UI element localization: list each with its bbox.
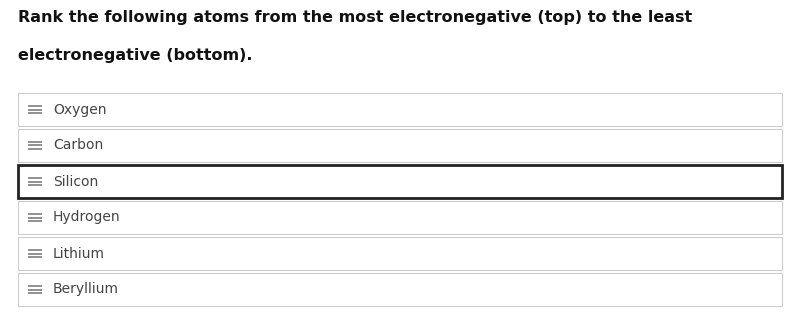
Text: Rank the following atoms from the most electronegative (top) to the least: Rank the following atoms from the most e… — [18, 10, 692, 25]
Text: Carbon: Carbon — [53, 139, 103, 153]
FancyBboxPatch shape — [18, 237, 782, 270]
Text: Beryllium: Beryllium — [53, 283, 119, 297]
FancyBboxPatch shape — [18, 201, 782, 234]
FancyBboxPatch shape — [18, 129, 782, 162]
Text: Hydrogen: Hydrogen — [53, 211, 121, 225]
FancyBboxPatch shape — [18, 165, 782, 198]
Text: electronegative (bottom).: electronegative (bottom). — [18, 48, 253, 63]
FancyBboxPatch shape — [18, 273, 782, 306]
Text: Silicon: Silicon — [53, 174, 98, 188]
Text: Oxygen: Oxygen — [53, 102, 106, 116]
Text: Lithium: Lithium — [53, 246, 105, 260]
FancyBboxPatch shape — [18, 93, 782, 126]
